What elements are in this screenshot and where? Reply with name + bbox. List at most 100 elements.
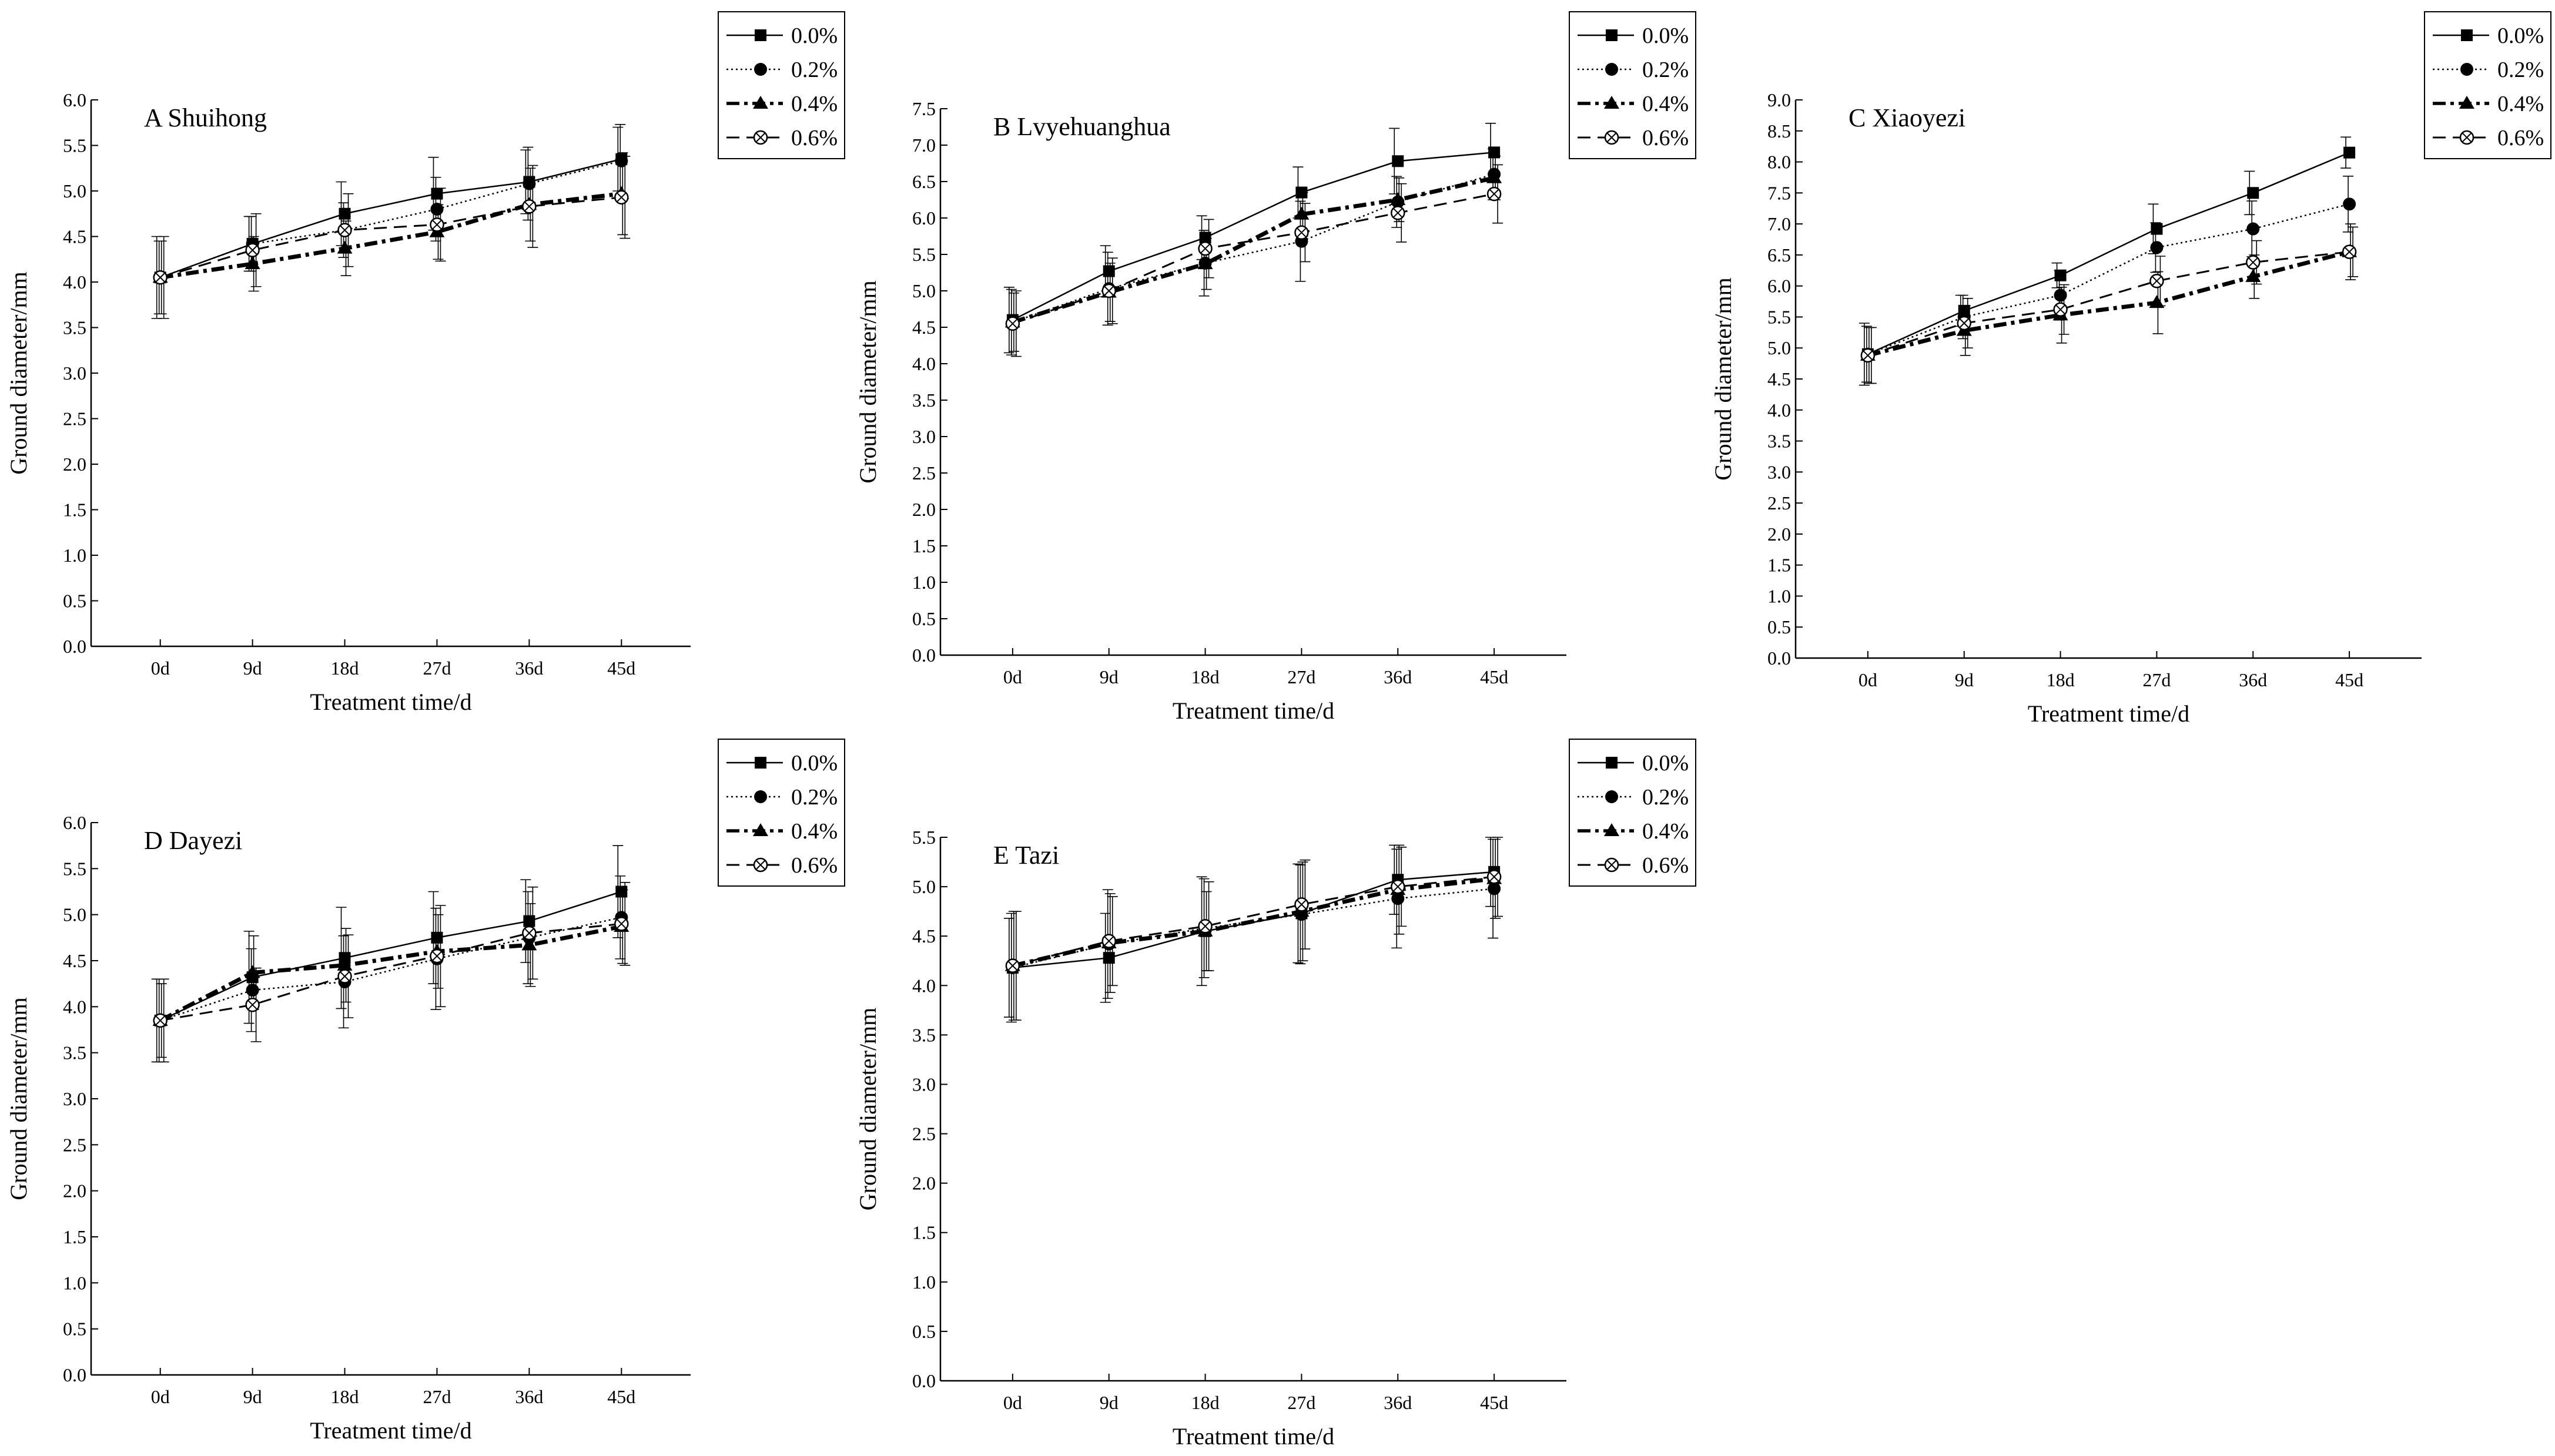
y-tick-label: 8.5 [1767,120,1791,142]
y-tick-label: 5.5 [63,135,86,156]
legend-label: 0.4% [791,92,838,116]
y-tick-label: 1.5 [1767,555,1791,576]
y-tick-label: 3.5 [912,390,936,411]
panel-title: A Shuihong [144,103,267,132]
data-point [522,199,537,214]
legend-marker [753,857,768,873]
series-line [1012,877,1495,968]
data-point [1005,958,1020,973]
legend-label: 0.2% [791,785,838,810]
series-line [160,160,622,279]
y-tick-label: 5.0 [63,180,86,202]
series-line [1867,251,2350,357]
y-tick-label: 2.5 [912,462,936,484]
x-tick-label: 36d [1384,1392,1412,1413]
legend-b: 0.0% 0.2% 0.4% 0.6% [1569,11,1696,159]
legend-entry: 0.6% [726,853,838,878]
legend-label: 0.6% [791,853,838,878]
data-point [614,190,629,205]
data-point [1392,155,1404,167]
legend-label: 0.0% [1642,24,1689,48]
data-point [2246,255,2261,270]
y-tick-label: 9.0 [1767,89,1791,110]
legend-label: 0.0% [1642,751,1689,776]
data-point [1294,897,1309,912]
series-line [160,192,622,280]
x-tick-label: 9d [243,1386,262,1407]
y-tick-label: 1.0 [1767,585,1791,606]
legend-marker [1604,857,1619,873]
data-point [337,969,352,984]
legend-label: 0.2% [2497,58,2544,82]
legend-entry: 0.6% [726,126,838,150]
legend-label: 0.6% [791,126,838,150]
legend-box [2424,11,2551,159]
legend-entry: 0.6% [1578,853,1689,878]
y-tick-label: 2.0 [912,499,936,520]
data-point [1103,265,1115,277]
legend-entry: 0.4% [1578,819,1689,844]
data-point [430,217,444,232]
legend-label: 0.0% [791,751,838,776]
series-e-0 [1003,837,1501,1018]
legend-marker [2459,130,2474,145]
data-point [1198,241,1213,256]
x-tick-label: 27d [1287,1392,1315,1413]
legend-marker [754,790,767,803]
data-point [1199,232,1211,244]
data-point [2054,269,2067,281]
x-tick-label: 27d [423,657,451,679]
data-point [245,243,260,257]
data-point [2343,146,2356,159]
chart-panel-c: 0.0 0.5 1.0 1.5 2.0 2.5 3.0 3.5 4.0 4.5 5.0 5.5 6.0 6… [1710,11,2551,727]
x-tick-label: 0d [1003,666,1022,687]
legend-entry: 0.0% [1578,24,1689,48]
legend-marker [753,823,768,836]
x-tick-label: 18d [1191,666,1220,687]
y-tick-label: 2.0 [912,1173,936,1194]
x-tick-label: 9d [1100,666,1119,687]
legend-label: 0.4% [2497,92,2544,116]
legend-label: 0.4% [1642,819,1689,844]
x-tick-label: 45d [1480,666,1508,687]
data-point [2053,302,2068,317]
data-point [2149,273,2164,288]
y-tick-label: 4.5 [912,925,936,947]
panel-title: E Tazi [993,841,1059,870]
legend-entry: 0.4% [2433,92,2544,116]
legend-label: 0.4% [1642,92,1689,116]
x-tick-label: 9d [1955,669,1974,690]
data-point [1005,316,1020,331]
x-tick-label: 45d [1480,1392,1508,1413]
y-tick-label: 0.5 [63,591,86,612]
legend-d: 0.0% 0.2% 0.4% 0.6% [718,739,845,887]
series-e-3 [1005,837,1503,1021]
legend-marker [2460,63,2473,76]
series-line [160,158,622,279]
y-tick-label: 1.0 [63,1272,86,1293]
legend-marker [1605,63,1618,76]
chart-panel-d: 0.0 0.5 1.0 1.5 2.0 2.5 3.0 3.5 4.0 4.5 5.0 5.5 6.0 0… [5,739,845,1444]
y-tick-label: 1.5 [63,1226,86,1247]
series-c-3 [1860,226,2359,384]
y-tick-label: 3.0 [63,1088,86,1109]
series-line [1012,173,1495,323]
y-tick-label: 0.0 [63,1364,86,1385]
y-tick-label: 0.5 [912,608,936,629]
series-b-0 [1003,123,1501,354]
series-d-2 [152,889,629,1058]
x-tick-label: 0d [1859,669,1877,690]
y-tick-label: 0.5 [912,1321,936,1342]
x-tick-label: 18d [331,1386,359,1407]
series-line [1012,193,1495,325]
y-tick-label: 4.5 [1767,368,1791,390]
x-tick-label: 45d [607,1386,635,1407]
series-line [1012,176,1495,324]
y-tick-label: 7.5 [1767,182,1791,203]
x-tick-label: 36d [515,1386,543,1407]
x-tick-label: 18d [2047,669,2075,690]
series-line [160,196,622,279]
series-b-1 [1006,148,1501,355]
x-tick-label: 27d [1287,666,1315,687]
x-axis-title: Treatment time/d [2028,700,2189,727]
